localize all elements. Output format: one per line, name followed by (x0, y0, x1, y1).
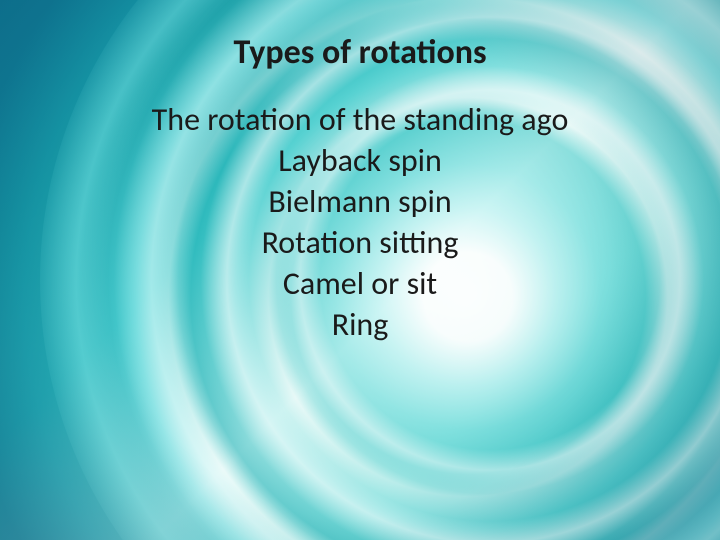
list-item: Bielmann spin (0, 182, 720, 223)
list-item: Rotation sitting (0, 223, 720, 264)
list-item: Layback spin (0, 141, 720, 182)
list-item: Ring (0, 305, 720, 346)
slide-title: Types of rotations (0, 32, 720, 73)
list-item: Camel or sit (0, 264, 720, 305)
slide: Types of rotations The rotation of the s… (0, 0, 720, 540)
list-item: The rotation of the standing ago (0, 100, 720, 141)
slide-body: The rotation of the standing ago Layback… (0, 100, 720, 346)
